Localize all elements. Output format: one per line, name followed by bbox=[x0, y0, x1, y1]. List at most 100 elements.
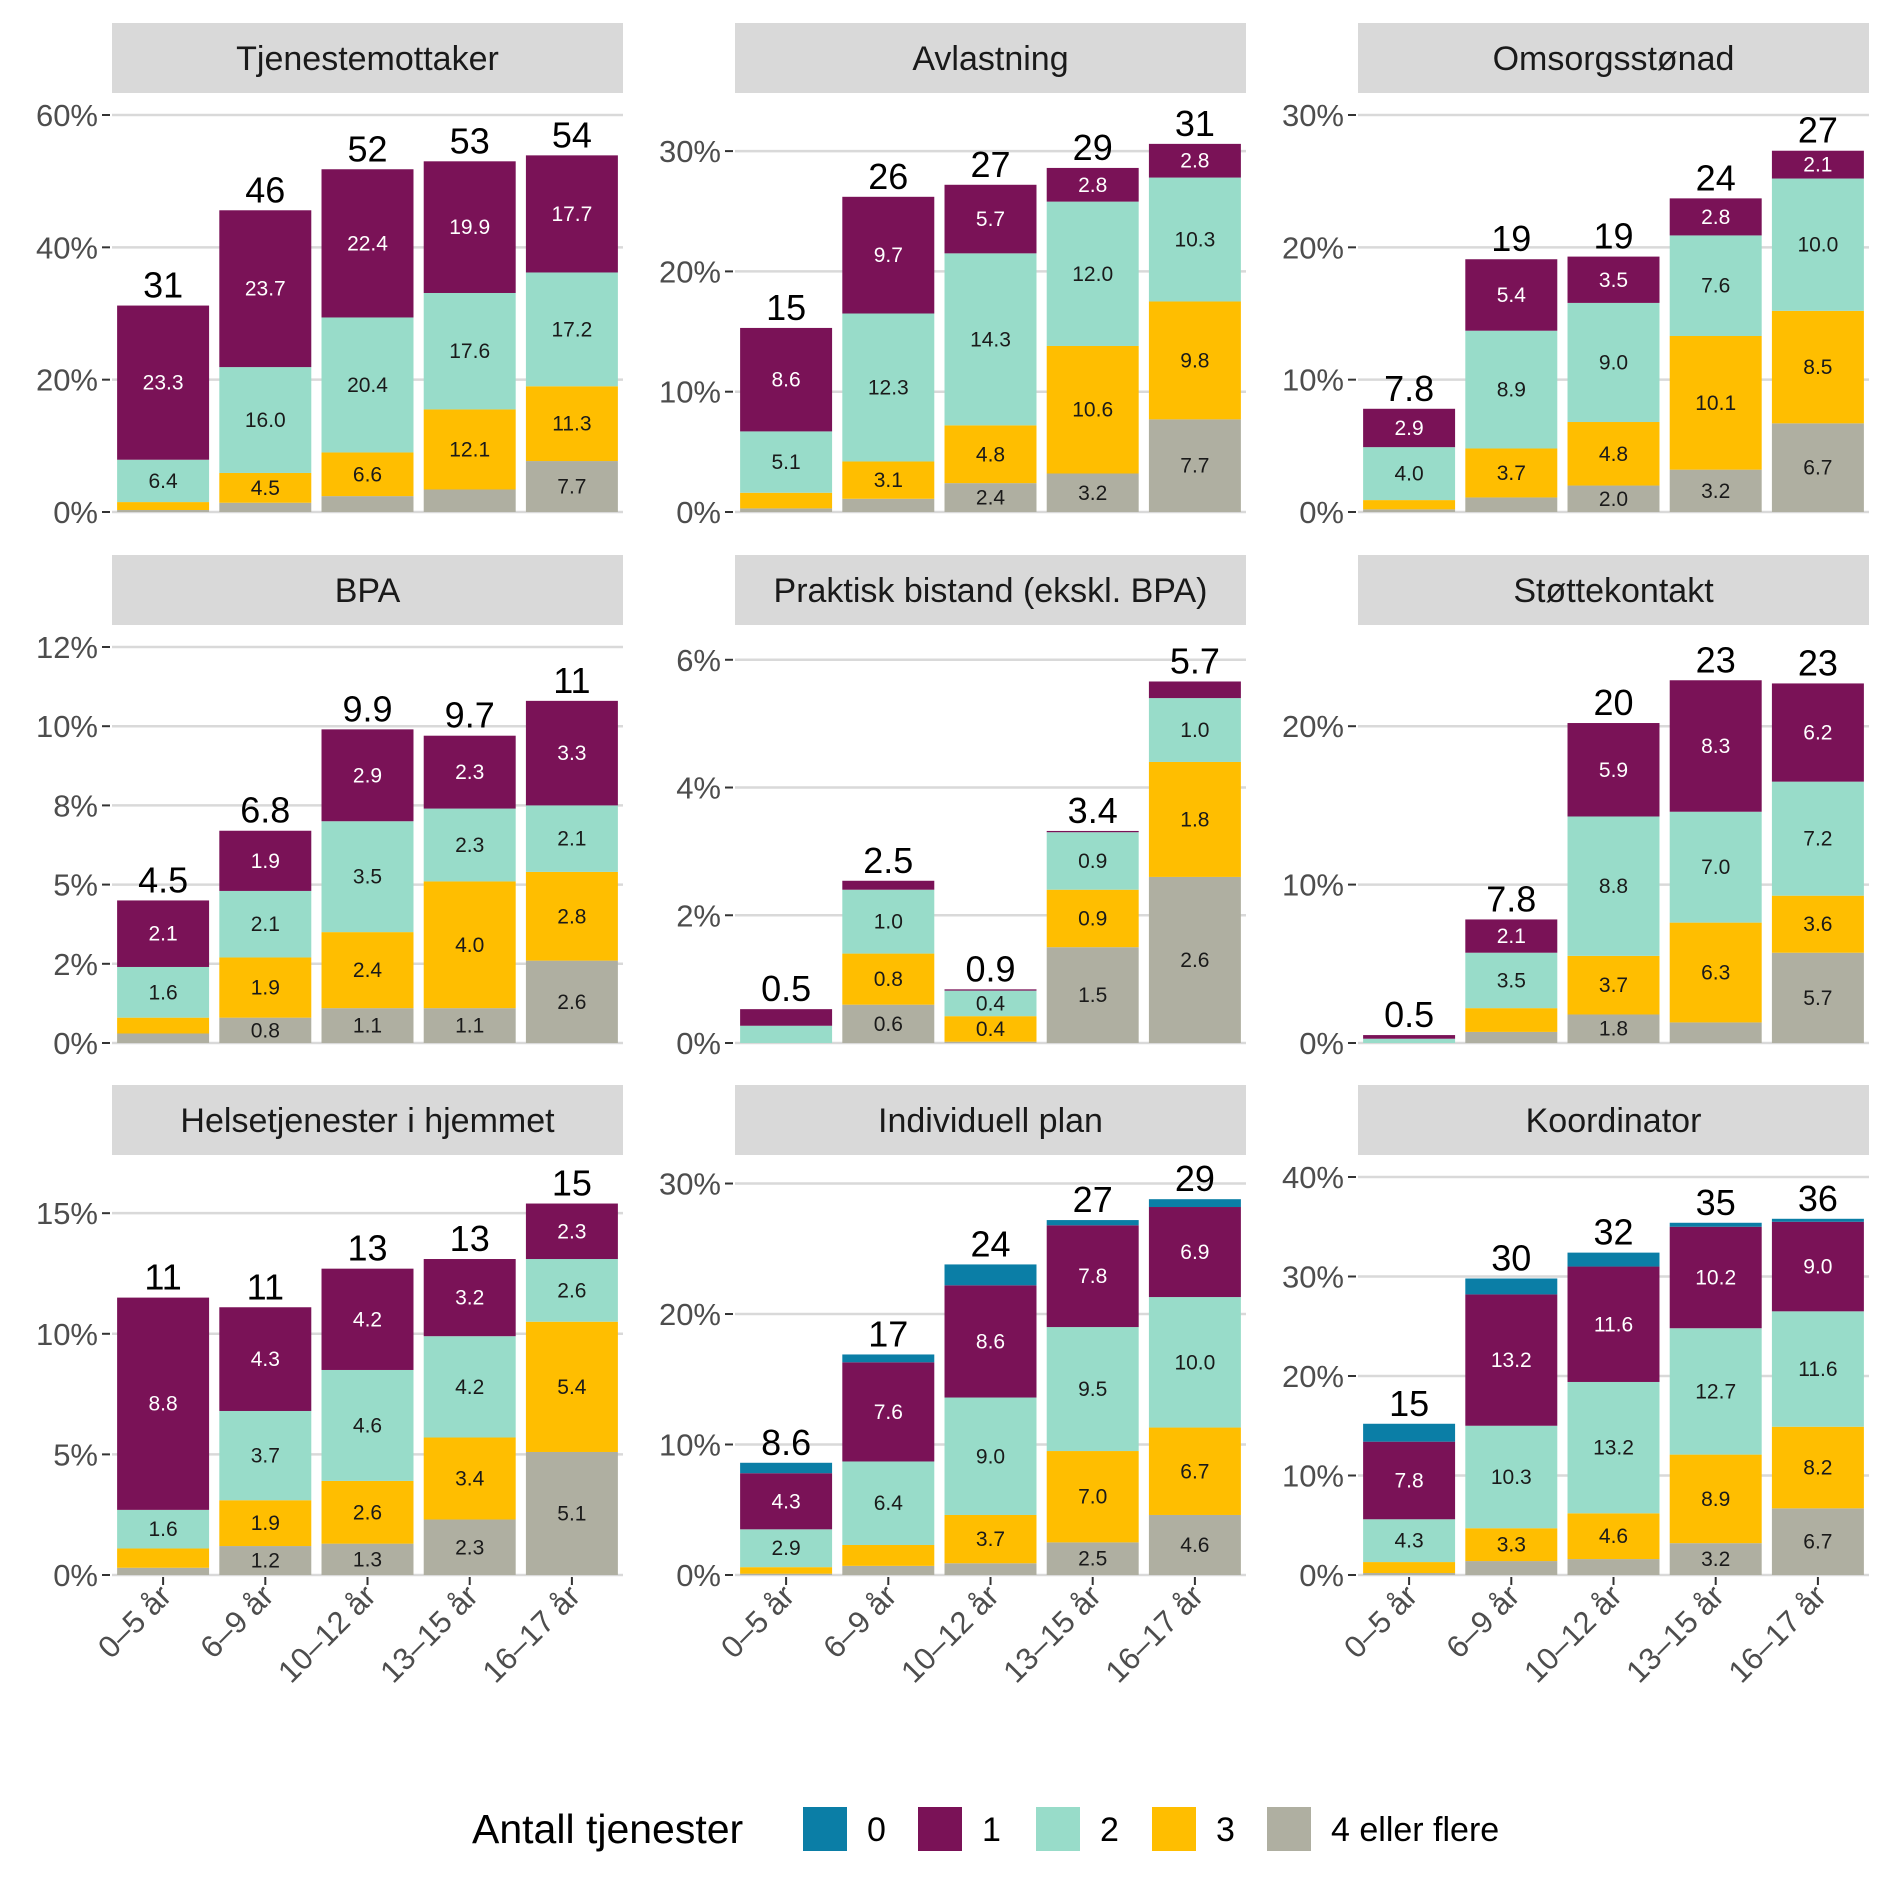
y-tick-label: 10% bbox=[36, 709, 98, 744]
bar-segment-2 bbox=[117, 966, 210, 1018]
bar-segment-4 bbox=[1771, 1508, 1864, 1575]
x-tick-label: 13–15 år bbox=[996, 1578, 1107, 1689]
y-tick-label: 20% bbox=[36, 363, 98, 398]
bar-segment-3 bbox=[117, 1548, 210, 1568]
segment-value-label: 9.5 bbox=[1078, 1378, 1107, 1401]
segment-value-label: 11.3 bbox=[552, 413, 591, 436]
bar-segment-2 bbox=[1567, 1381, 1660, 1514]
segment-value-label: 8.6 bbox=[976, 1330, 1005, 1353]
bar-segment-2 bbox=[740, 431, 833, 493]
y-tick-label: 2% bbox=[676, 898, 721, 933]
segment-value-label: 17.6 bbox=[449, 340, 490, 363]
bar-total-label: 7.8 bbox=[1486, 878, 1536, 919]
bar-segment-3 bbox=[1465, 1528, 1558, 1562]
bar-total-label: 54 bbox=[552, 114, 592, 155]
y-tick-label: 20% bbox=[659, 254, 721, 289]
bar-segment-1 bbox=[321, 729, 414, 822]
segment-value-label: 2.3 bbox=[557, 1220, 586, 1243]
facet-title: Avlastning bbox=[912, 40, 1068, 78]
bar-segment-4 bbox=[842, 498, 935, 512]
segment-value-label: 4.8 bbox=[1599, 443, 1628, 466]
bar-segment-1 bbox=[1046, 167, 1139, 202]
bar-segment-1 bbox=[525, 1203, 618, 1260]
y-tick-label: 0% bbox=[1299, 1558, 1344, 1593]
bar-segment-4 bbox=[1046, 947, 1139, 1043]
segment-value-label: 2.1 bbox=[1497, 925, 1526, 948]
legend-swatch-1 bbox=[918, 1807, 962, 1851]
legend-label: 1 bbox=[982, 1811, 1001, 1849]
segment-value-label: 2.1 bbox=[251, 913, 280, 936]
bar-segment-3 bbox=[1046, 889, 1139, 948]
facet-strip bbox=[112, 23, 623, 93]
segment-value-label: 6.4 bbox=[874, 1492, 904, 1515]
bar-segment-1 bbox=[842, 880, 935, 890]
bar-segment-1 bbox=[525, 155, 618, 273]
bar-segment-2 bbox=[1771, 781, 1864, 896]
segment-value-label: 1.2 bbox=[251, 1550, 280, 1573]
bar-total-label: 2.5 bbox=[863, 840, 913, 881]
segment-value-label: 2.6 bbox=[1180, 949, 1209, 972]
bar-total-label: 0.5 bbox=[761, 968, 811, 1009]
segment-value-label: 10.6 bbox=[1072, 399, 1113, 422]
segment-value-label: 3.2 bbox=[455, 1287, 484, 1310]
x-tick-label: 10–12 år bbox=[1517, 1578, 1628, 1689]
y-tick-label: 0% bbox=[676, 1558, 721, 1593]
segment-value-label: 3.5 bbox=[1497, 969, 1526, 992]
bar-segment-3 bbox=[1148, 301, 1241, 420]
segment-value-label: 7.6 bbox=[874, 1401, 903, 1424]
bar-total-label: 52 bbox=[347, 128, 387, 169]
y-tick-label: 10% bbox=[659, 375, 721, 410]
bar-segment-3 bbox=[1148, 761, 1241, 877]
y-tick-label: 10% bbox=[36, 1317, 98, 1352]
y-tick-label: 0% bbox=[53, 1558, 98, 1593]
facet-title: Støttekontakt bbox=[1513, 572, 1714, 610]
bar-total-label: 32 bbox=[1593, 1212, 1633, 1253]
bar-segment-3 bbox=[1465, 448, 1558, 498]
facet-title: Koordinator bbox=[1526, 1102, 1702, 1140]
bar-segment-2 bbox=[423, 1336, 516, 1438]
bar-segment-1 bbox=[1669, 198, 1762, 236]
segment-value-label: 2.0 bbox=[1599, 488, 1628, 511]
bar-segment-4 bbox=[423, 1519, 516, 1575]
bar-segment-3 bbox=[423, 1437, 516, 1520]
bar-segment-1 bbox=[1465, 919, 1558, 953]
bar-segment-1 bbox=[842, 1362, 935, 1462]
segment-value-label: 1.6 bbox=[148, 1518, 177, 1541]
bar-segment-4 bbox=[740, 508, 833, 512]
bar-total-label: 31 bbox=[143, 265, 183, 306]
segment-value-label: 8.8 bbox=[148, 1393, 177, 1416]
segment-value-label: 10.1 bbox=[1695, 392, 1736, 415]
bar-segment-2 bbox=[117, 459, 210, 503]
bar-total-label: 11 bbox=[247, 1266, 284, 1307]
bar-total-label: 19 bbox=[1593, 216, 1633, 257]
bar-segment-1 bbox=[944, 184, 1037, 254]
segment-value-label: 12.3 bbox=[868, 376, 909, 399]
segment-value-label: 1.9 bbox=[251, 850, 280, 873]
segment-value-label: 3.7 bbox=[1599, 974, 1628, 997]
bar-segment-1 bbox=[1148, 143, 1241, 178]
y-tick-label: 6% bbox=[676, 643, 721, 678]
y-tick-label: 5% bbox=[53, 1437, 98, 1472]
bar-segment-3 bbox=[525, 871, 618, 961]
bar-segment-3 bbox=[321, 1480, 414, 1544]
legend-title: Antall tjenester bbox=[472, 1806, 743, 1852]
bar-segment-1 bbox=[1046, 1225, 1139, 1328]
x-tick-label: 0–5 år bbox=[714, 1578, 801, 1665]
y-tick-label: 12% bbox=[36, 630, 98, 665]
bar-segment-0 bbox=[842, 1354, 935, 1363]
bar-segment-1 bbox=[1567, 1266, 1660, 1382]
segment-value-label: 3.7 bbox=[1497, 462, 1526, 485]
bar-segment-1 bbox=[117, 305, 210, 460]
segment-value-label: 3.5 bbox=[353, 866, 382, 889]
bar-segment-4 bbox=[1148, 876, 1241, 1043]
bar-segment-3 bbox=[525, 1321, 618, 1452]
bar-segment-3 bbox=[423, 409, 516, 490]
bar-segment-1 bbox=[740, 1473, 833, 1530]
bar-segment-1 bbox=[423, 735, 516, 809]
bar-segment-1 bbox=[423, 1259, 516, 1337]
segment-value-label: 6.6 bbox=[353, 463, 382, 486]
segment-value-label: 5.7 bbox=[1803, 987, 1832, 1010]
bar-segment-0 bbox=[1669, 1222, 1762, 1227]
segment-value-label: 8.6 bbox=[771, 369, 800, 392]
segment-value-label: 9.0 bbox=[976, 1445, 1005, 1468]
